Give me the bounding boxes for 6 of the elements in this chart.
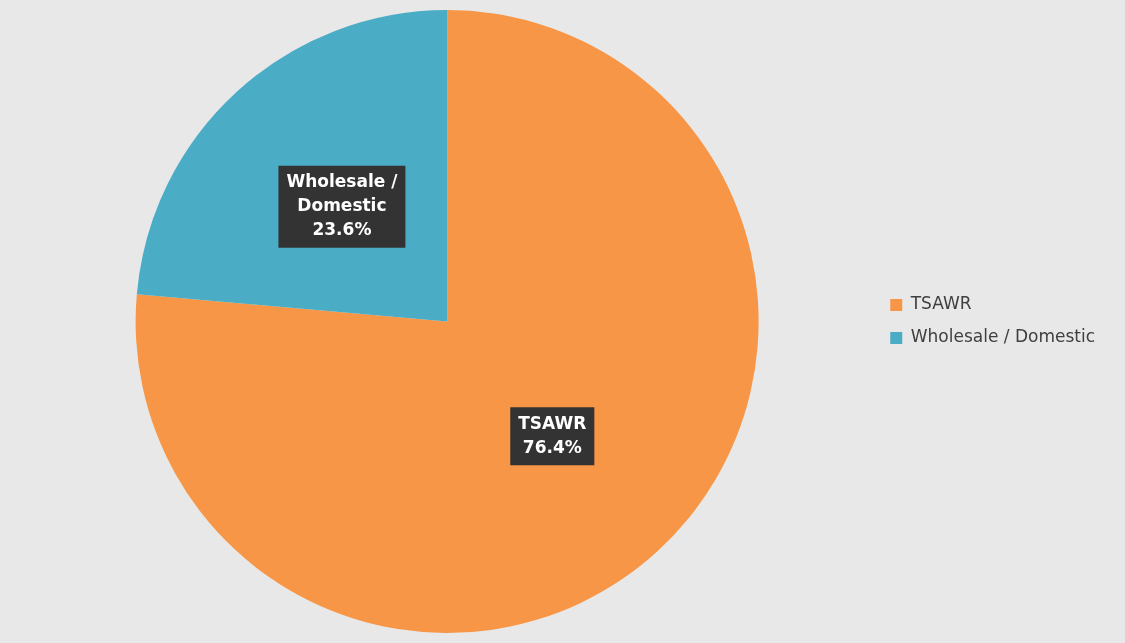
legend-label: TSAWR [909, 293, 972, 314]
data-label: 76.4% [522, 436, 582, 457]
slice-label: TSAWR [518, 412, 587, 433]
data-label: 23.6% [312, 219, 372, 240]
slice-label: Wholesale / Domestic [286, 171, 399, 216]
legend-label: Wholesale / Domestic [910, 326, 1095, 347]
